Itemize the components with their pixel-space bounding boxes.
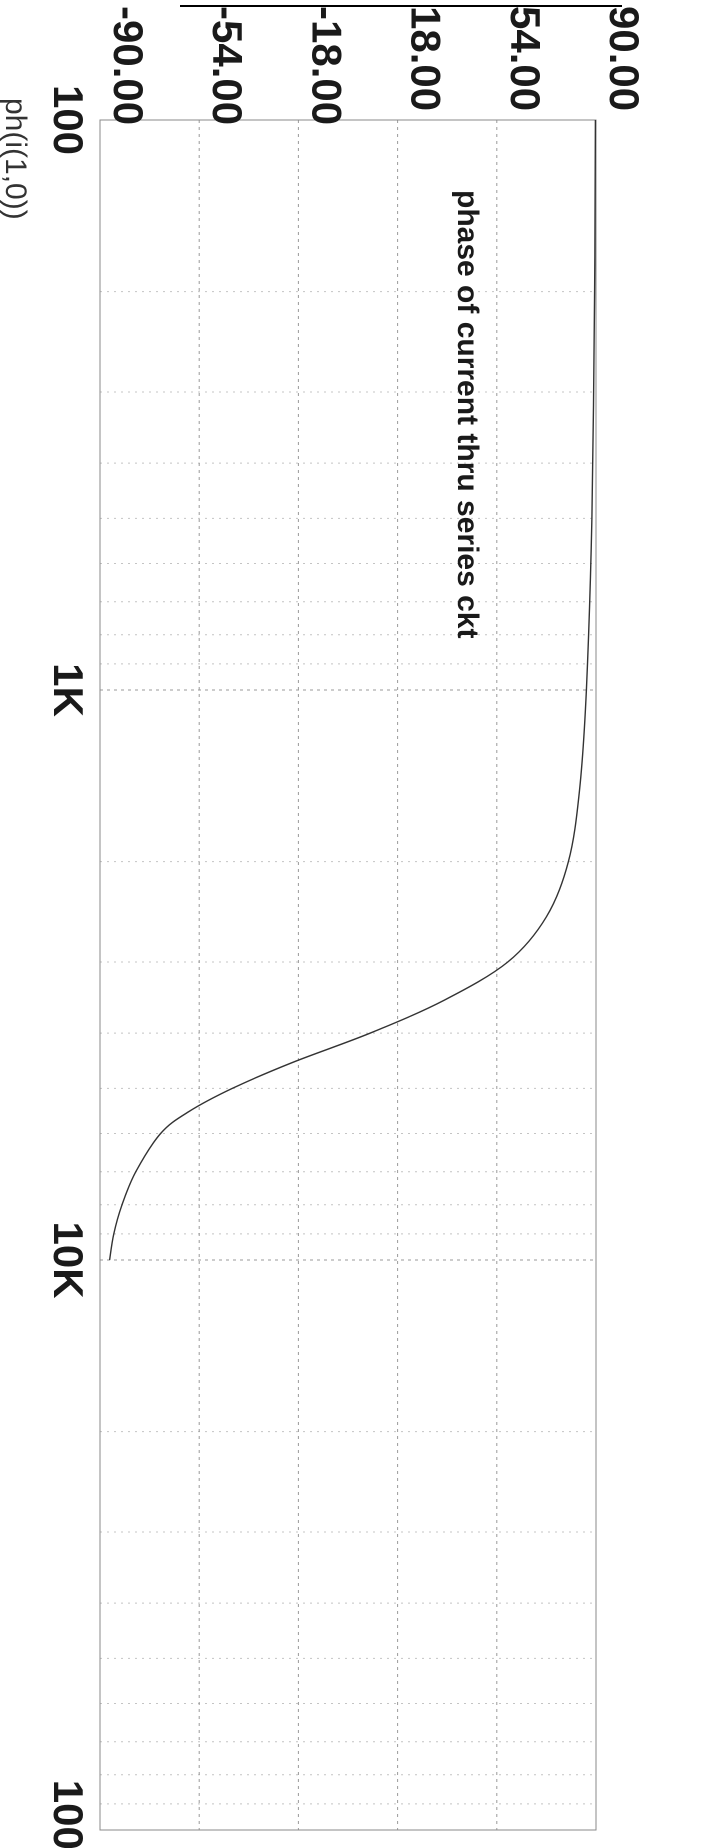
series [108, 119, 597, 1261]
frequency-tick-label: 10K [45, 1221, 92, 1298]
value-tick-label: -90.00 [105, 6, 152, 125]
value-tick-label: -18.00 [303, 6, 350, 125]
frequency-axis-ticks: 100 1K 10K 100K [45, 85, 92, 1848]
grid [99, 119, 597, 1830]
value-axis-ticks: -90.00 -54.00 -18.00 18.00 54.00 90.00 [105, 6, 648, 125]
value-tick-label: 54.00 [502, 6, 549, 111]
value-tick-label: 90.00 [601, 6, 648, 111]
frequency-tick-label: 100 [45, 85, 92, 155]
frequency-tick-label: 100K [45, 1780, 92, 1848]
frequency-tick-label: 1K [45, 663, 92, 717]
chart-title: phase of current thru series ckt [451, 190, 484, 638]
value-tick-label: -54.00 [204, 6, 251, 125]
y-axis-label: ph(i(1,0)) [0, 98, 32, 220]
plot-area-frame [99, 119, 597, 1831]
value-tick-label: 18.00 [403, 6, 450, 111]
phase-curve [108, 119, 597, 1261]
